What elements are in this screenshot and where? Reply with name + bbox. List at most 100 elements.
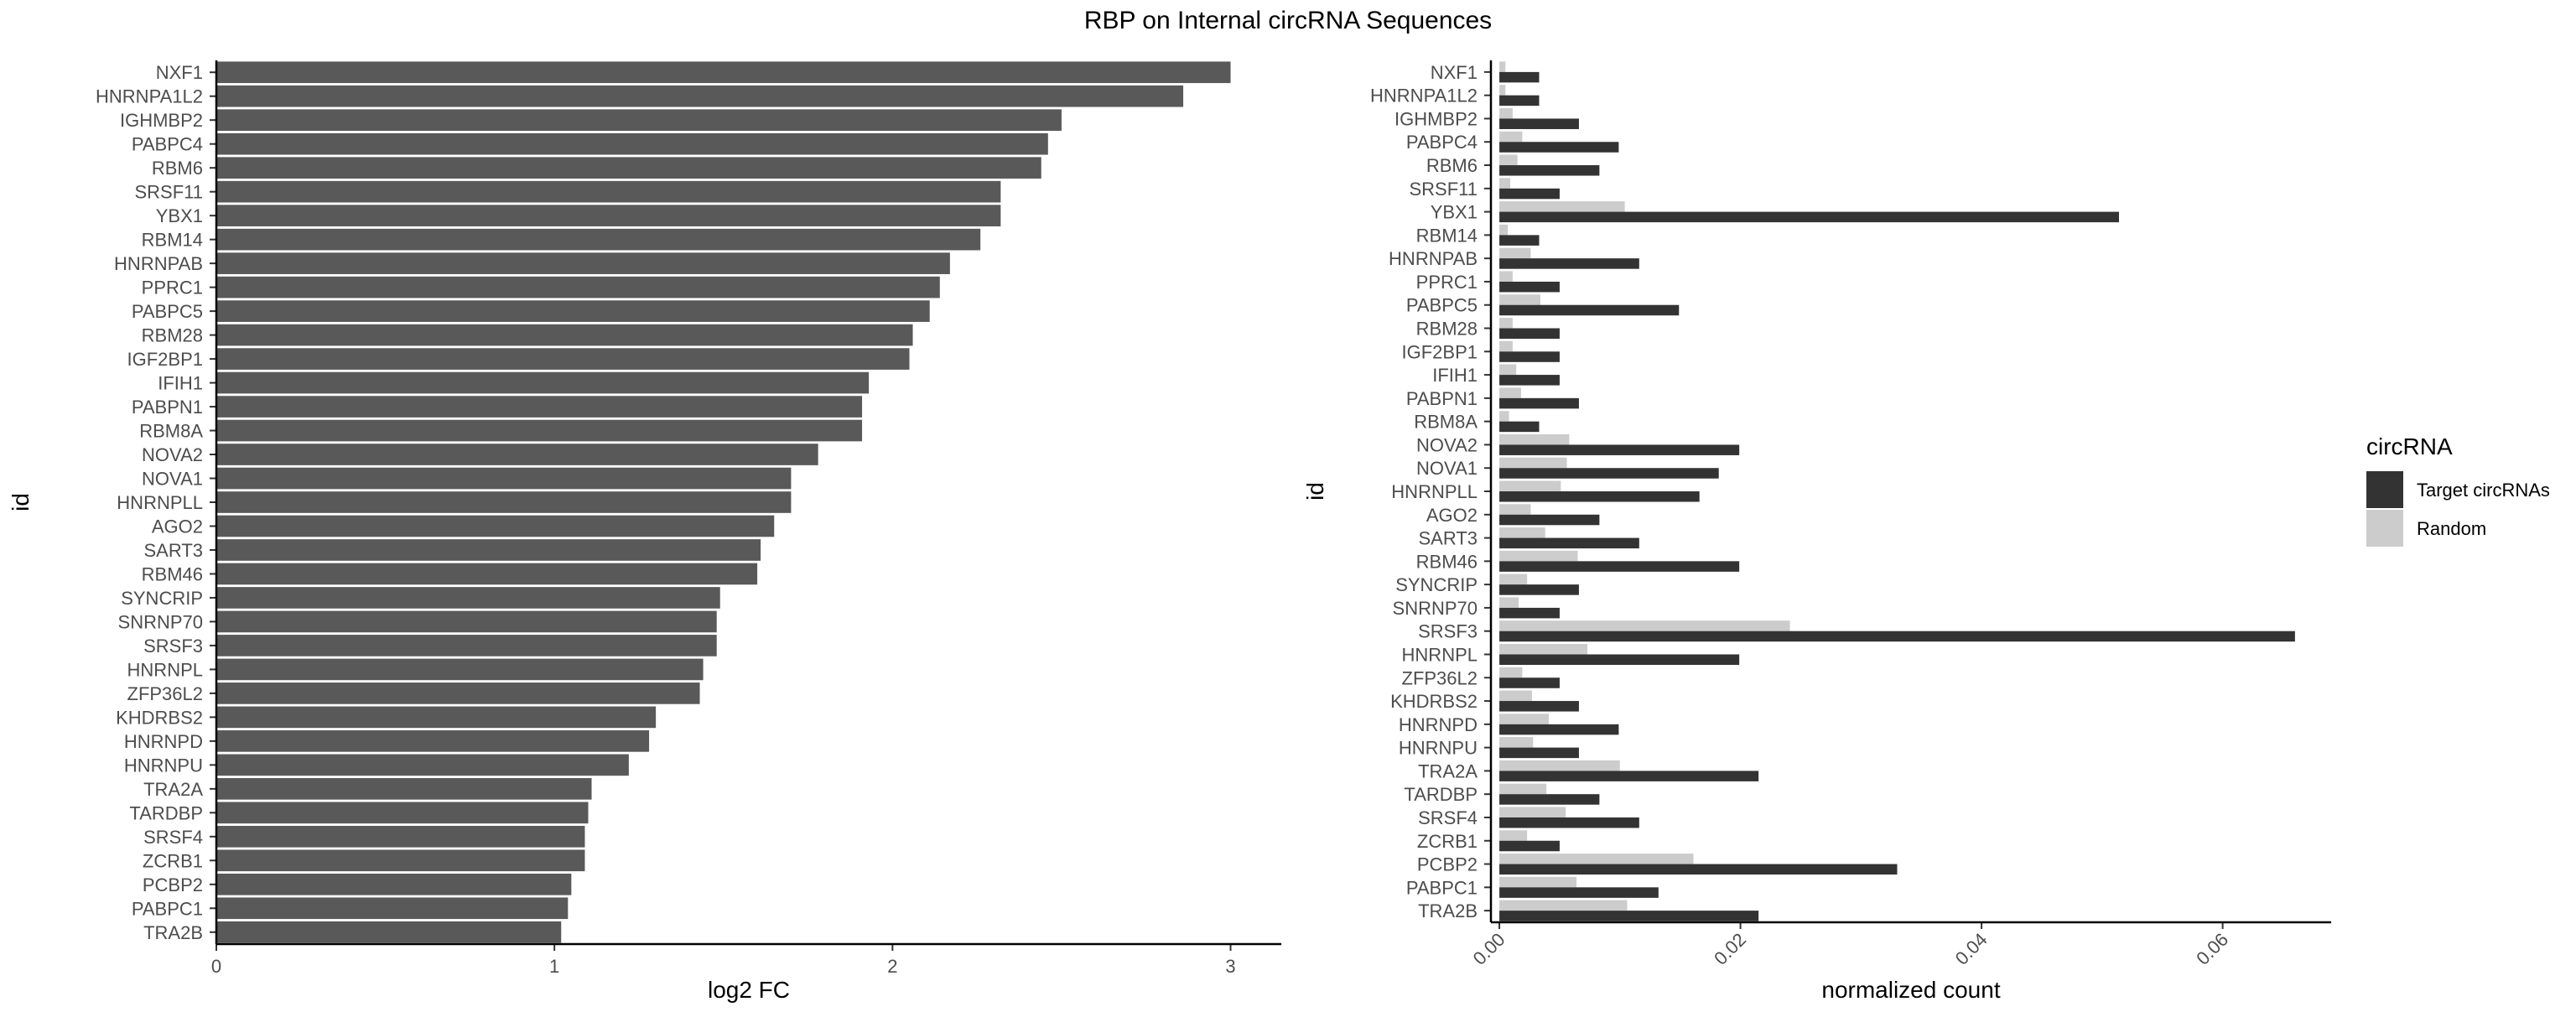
y-tick-label-igf2bp1: IGF2BP1 [127,349,203,370]
bar-random-khdrbs2 [1499,690,1532,702]
y-tick-label-rbm46: RBM46 [1416,551,1478,572]
y-tick-label-pprc1: PPRC1 [142,278,203,298]
bar-random-nova2 [1499,433,1570,445]
bar-target-tardbp [1499,794,1600,805]
bar-target-ago2 [1499,514,1600,526]
bar-hnrnpa1l2 [216,85,1184,107]
bar-target-pabpc1 [1499,887,1659,898]
right-y-axis-title: id [1302,482,1328,501]
y-tick-label-nova2: NOVA2 [142,444,203,465]
bar-khdrbs2 [216,706,657,729]
y-tick-label-zfp36l2: ZFP36L2 [1402,667,1478,688]
bar-random-rbm28 [1499,318,1513,329]
y-tick-label-rbm8a: RBM8A [139,421,203,442]
legend-key-random [2366,510,2403,547]
right-y-ticks [1484,70,1491,912]
x-tick-label: 2 [887,956,897,977]
bar-random-rbm6 [1499,154,1518,166]
y-tick-label-snrnp70: SNRNP70 [118,611,203,632]
bar-pcbp2 [216,873,572,895]
left-bars [216,61,1231,943]
y-tick-label-sart3: SART3 [1418,528,1478,549]
y-tick-label-hnrnpu: HNRNPU [1399,738,1478,759]
y-tick-label-hnrnpa1l2: HNRNPA1L2 [96,86,203,107]
bar-ago2 [216,515,775,537]
y-tick-label-ybx1: YBX1 [1431,202,1478,223]
y-tick-label-ybx1: YBX1 [156,205,203,226]
y-tick-label-rbm6: RBM6 [1426,155,1478,176]
bar-hnrnpd [216,730,650,752]
bar-random-snrnp70 [1499,597,1519,608]
y-tick-label-pabpn1: PABPN1 [1406,388,1478,409]
bar-target-srsf11 [1499,188,1560,200]
y-tick-label-ighmbp2: IGHMBP2 [120,110,203,131]
bar-target-rbm8a [1499,421,1540,433]
bar-target-hnrnpa1l2 [1499,95,1540,106]
bar-target-pprc1 [1499,281,1560,293]
y-tick-label-pcbp2: PCBP2 [143,874,203,895]
left-x-ticks: 0 1 2 3 [211,944,1236,977]
bar-target-zcrb1 [1499,840,1560,852]
y-tick-label-ighmbp2: IGHMBP2 [1394,108,1478,129]
bar-random-ago2 [1499,504,1531,515]
bar-target-zfp36l2 [1499,677,1560,688]
x-tick-label: 0.04 [1951,929,1992,969]
bar-random-srsf4 [1499,807,1566,817]
x-tick-label: 1 [549,956,559,977]
y-tick-label-rbm46: RBM46 [142,563,203,584]
bar-target-hnrnpd [1499,724,1619,735]
y-tick-label-syncrip: SYNCRIP [1395,574,1478,595]
y-tick-label-nxf1: NXF1 [1431,62,1478,83]
right-bars [1499,61,2295,921]
bar-random-rbm46 [1499,550,1578,562]
y-tick-label-hnrnpab: HNRNPAB [114,253,203,274]
y-tick-label-ago2: AGO2 [1426,505,1478,526]
y-tick-label-rbm14: RBM14 [1416,225,1478,246]
bar-rbm46 [216,563,758,585]
y-tick-label-pabpc5: PABPC5 [132,301,203,322]
y-tick-label-srsf3: SRSF3 [1418,621,1478,642]
y-tick-label-pcbp2: PCBP2 [1417,854,1478,875]
bar-target-sart3 [1499,537,1639,549]
bar-rbm6 [216,157,1041,179]
y-tick-label-hnrnpab: HNRNPAB [1389,248,1478,269]
bar-random-pabpc1 [1499,876,1577,888]
y-tick-label-srsf4: SRSF4 [143,827,203,848]
bar-target-rbm6 [1499,165,1600,176]
y-tick-label-pabpc4: PABPC4 [1406,132,1478,153]
bar-random-zcrb1 [1499,830,1528,841]
bar-ybx1 [216,205,1001,226]
y-tick-label-tra2b: TRA2B [1418,900,1478,921]
bar-tardbp [216,802,589,824]
y-tick-label-sart3: SART3 [143,540,203,561]
bar-target-pabpc5 [1499,304,1680,316]
bar-target-syncrip [1499,584,1579,595]
bar-target-pabpc4 [1499,142,1619,153]
left-y-tick-labels: NXF1 HNRNPA1L2 IGHMBP2 PABPC4 RBM6 SRSF11YBX1… [96,62,203,943]
bar-snrnp70 [216,610,717,633]
y-tick-label-nova1: NOVA1 [142,469,203,490]
bar-srsf3 [216,635,717,657]
bar-target-hnrnpu [1499,747,1579,759]
bar-rbm8a [216,419,863,442]
legend-label-target: Target circRNAs [2417,480,2550,501]
bar-random-hnrnpl [1499,643,1588,655]
bar-target-nova2 [1499,444,1740,455]
y-tick-label-khdrbs2: KHDRBS2 [1390,691,1478,712]
bar-ighmbp2 [216,109,1062,132]
right-x-axis-title: normalized count [1821,977,2000,1003]
y-tick-label-pabpc4: PABPC4 [132,134,203,155]
y-tick-label-srsf11: SRSF11 [134,182,203,203]
bar-hnrnpab [216,252,950,274]
bar-random-rbm14 [1499,224,1509,236]
bar-target-nova1 [1499,468,1719,479]
y-tick-label-srsf3: SRSF3 [143,636,203,657]
y-tick-label-tra2a: TRA2A [1418,760,1478,781]
bar-target-pcbp2 [1499,864,1898,875]
bar-rbm14 [216,228,981,251]
y-tick-label-tra2a: TRA2A [143,779,203,800]
bar-target-ifih1 [1499,375,1560,386]
y-tick-label-tra2b: TRA2B [143,922,203,943]
